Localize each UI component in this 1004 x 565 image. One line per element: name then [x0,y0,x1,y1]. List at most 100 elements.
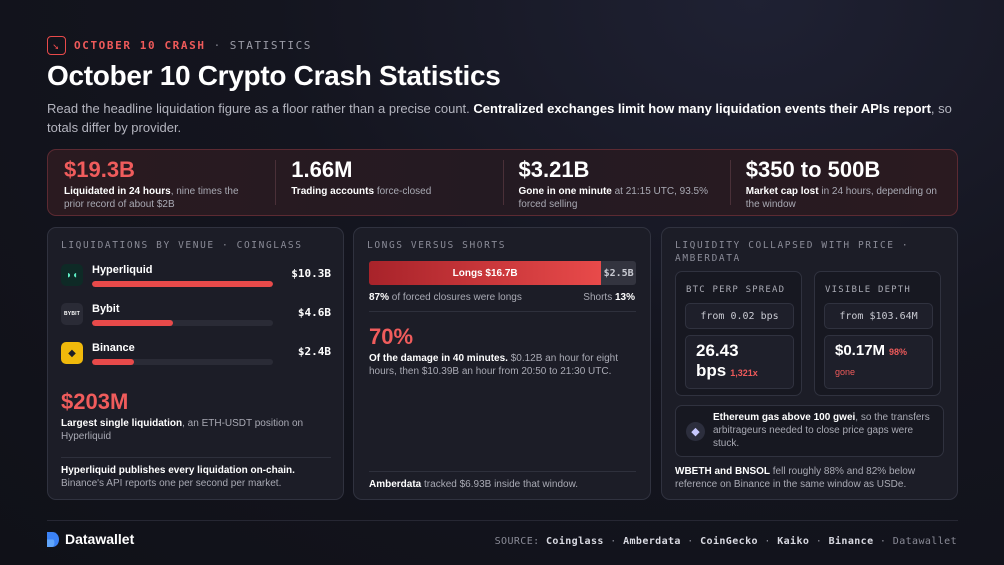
eyebrow-muted: STATISTICS [229,38,313,52]
from-value: from $103.64M [824,303,933,329]
note-bold: WBETH and BNSOL [675,466,770,477]
venue-name: Bybit [92,303,120,315]
stat-desc-rest: at 21:15 UTC, 93.5% forced selling [518,186,709,210]
subtitle-tail: , so totals differ by provider. [47,101,952,135]
source-separator: · [603,536,624,547]
damage-window-value: 70% [369,324,414,349]
stat-value: $3.21B [518,157,590,182]
from-value: from 0.02 bps [685,303,794,329]
eyebrow-separator: · [213,38,222,52]
stat-desc-bold: Gone in one minute [518,186,612,197]
brand[interactable]: Datawallet [47,531,134,547]
gas-bold: Ethereum gas above 100 gwei [713,412,856,423]
visible-depth-card: VISIBLE DEPTH from $103.64M $0.17M 98% g… [814,271,941,396]
desc-rest: , an ETH-USDT position on Hyperliquid [61,418,304,442]
divider [61,457,331,458]
bybit-logo-icon: BYBIT [61,303,83,325]
venue-bar-fill [92,359,135,365]
note-bold: Hyperliquid publishes every liquidation … [61,465,295,476]
venue-name: Binance [92,342,135,354]
stat-description: Gone in one minute at 21:15 UTC, 93.5% f… [519,185,714,211]
stat-liquidated: $19.3B Liquidated in 24 hours, nine time… [48,150,275,215]
to-unit: bps [696,361,727,380]
venue-bar-track [92,320,273,326]
panel-label: LONGS VERSUS SHORTS [367,240,507,251]
to-value-box: 26.43 bps 1,321x [685,335,794,389]
source-item: CoinGecko [700,536,758,547]
source-item: Kaiko [777,536,810,547]
card-label: BTC PERP SPREAD [686,285,786,295]
brand-name: Datawallet [65,531,135,547]
damage-window-desc: Of the damage in 40 minutes. $0.12B an h… [369,352,631,378]
stat-description: Market cap lost in 24 hours, depending o… [746,185,941,211]
source-separator: · [757,536,778,547]
source-separator: · [873,536,893,547]
change-multiplier: 1,321x [730,368,758,378]
eyebrow-accent: OCTOBER 10 CRASH [74,38,206,52]
stat-value: 1.66M [291,157,353,182]
source-separator: · [680,536,701,547]
gas-card: ◆ Ethereum gas above 100 gwei, so the tr… [675,405,944,457]
liquidity-note: WBETH and BNSOL fell roughly 88% and 82%… [675,465,945,491]
venue-name: Hyperliquid [92,264,153,276]
stat-desc-bold: Market cap lost [745,186,819,197]
venue-amount: $2.4B [297,345,331,358]
shorts-caption: Shorts 13% [583,291,635,304]
divider [369,311,636,312]
to-unit-row: bps 1,321x [696,361,783,381]
venue-bar-fill [92,281,273,287]
stat-desc-rest: , nine times the prior record of about $… [64,186,239,210]
stat-desc-rest: force-closed [374,186,432,197]
note-rest: fell roughly 88% and 82% below reference… [675,466,916,490]
to-value: $0.17M [835,342,886,359]
stat-desc-rest: in 24 hours, depending on the window [745,186,937,210]
source-item: Amberdata [623,536,681,547]
trend-down-icon: ↘ [47,35,66,55]
venues-note: Hyperliquid publishes every liquidation … [61,464,336,490]
stat-value: $350 to 500B [745,157,881,182]
change-word: gone [835,367,856,377]
stat-description: Liquidated in 24 hours, nine times the p… [64,185,259,211]
note-rest: Binance's API reports one per second per… [61,478,282,489]
caption-bold: 87% [369,292,390,303]
caption-rest: of forced closures were longs [389,292,522,303]
caption-bold: 13% [614,292,635,303]
footer-divider [47,520,958,521]
stat-desc-bold: Liquidated in 24 hours [64,186,171,197]
source-tail: Datawallet [892,536,957,547]
longs-shorts-bar: Longs $16.7B $2.5B [369,261,636,285]
venue-amount: $10.3B [291,267,331,280]
longs-shorts-panel: LONGS VERSUS SHORTS Longs $16.7B $2.5B 8… [353,227,651,500]
subtitle-plain: Read the headline liquidation figure as … [47,101,470,116]
source-separator: · [809,536,829,547]
longs-note: Amberdata tracked $6.93B inside that win… [369,478,578,491]
card-label: VISIBLE DEPTH [825,285,912,295]
liquidity-panel: LIQUIDITY COLLAPSED WITH PRICE · AMBERDAT… [661,227,958,500]
stat-one-minute: $3.21B Gone in one minute at 21:15 UTC, … [502,150,730,215]
largest-liquidation-desc: Largest single liquidation, an ETH-USDT … [61,417,331,443]
gas-rest: , so the transfers arbitrageurs needed t… [713,412,930,449]
damage-window: 70% Of the damage in 40 minutes. $0.12B … [369,324,631,378]
eyebrow: ↘ OCTOBER 10 CRASH · STATISTICS [47,35,312,55]
to-value: 26.43 [696,341,739,360]
venue-row-hyperliquid: ◗◖ Hyperliquid $10.3B [61,264,331,294]
venue-bar-track [92,359,273,365]
panel-label: LIQUIDATIONS BY VENUE · COINGLASS [61,240,303,251]
venue-row-binance: ◆ Binance $2.4B [61,342,331,372]
sources: SOURCE: Coinglass · Amberdata · CoinGeck… [495,536,957,547]
change-percent: 98% [889,347,908,357]
venue-bar-fill [92,320,173,326]
source-item: Coinglass [546,536,604,547]
largest-liquidation-value: $203M [61,389,129,414]
stat-desc-bold: Trading accounts [291,186,375,197]
desc-bold: Of the damage in 40 minutes. [369,353,508,364]
gas-text: Ethereum gas above 100 gwei, so the tran… [713,411,935,450]
headline-stats: $19.3B Liquidated in 24 hours, nine time… [47,149,958,216]
ethereum-icon: ◆ [686,422,705,441]
stat-accounts: 1.66M Trading accounts force-closed [275,150,502,215]
page-subtitle: Read the headline liquidation figure as … [47,99,967,137]
datawallet-logo-icon [47,531,59,547]
stat-value: $19.3B [64,157,135,182]
note-bold: Amberdata [369,479,422,490]
binance-logo-icon: ◆ [61,342,83,364]
